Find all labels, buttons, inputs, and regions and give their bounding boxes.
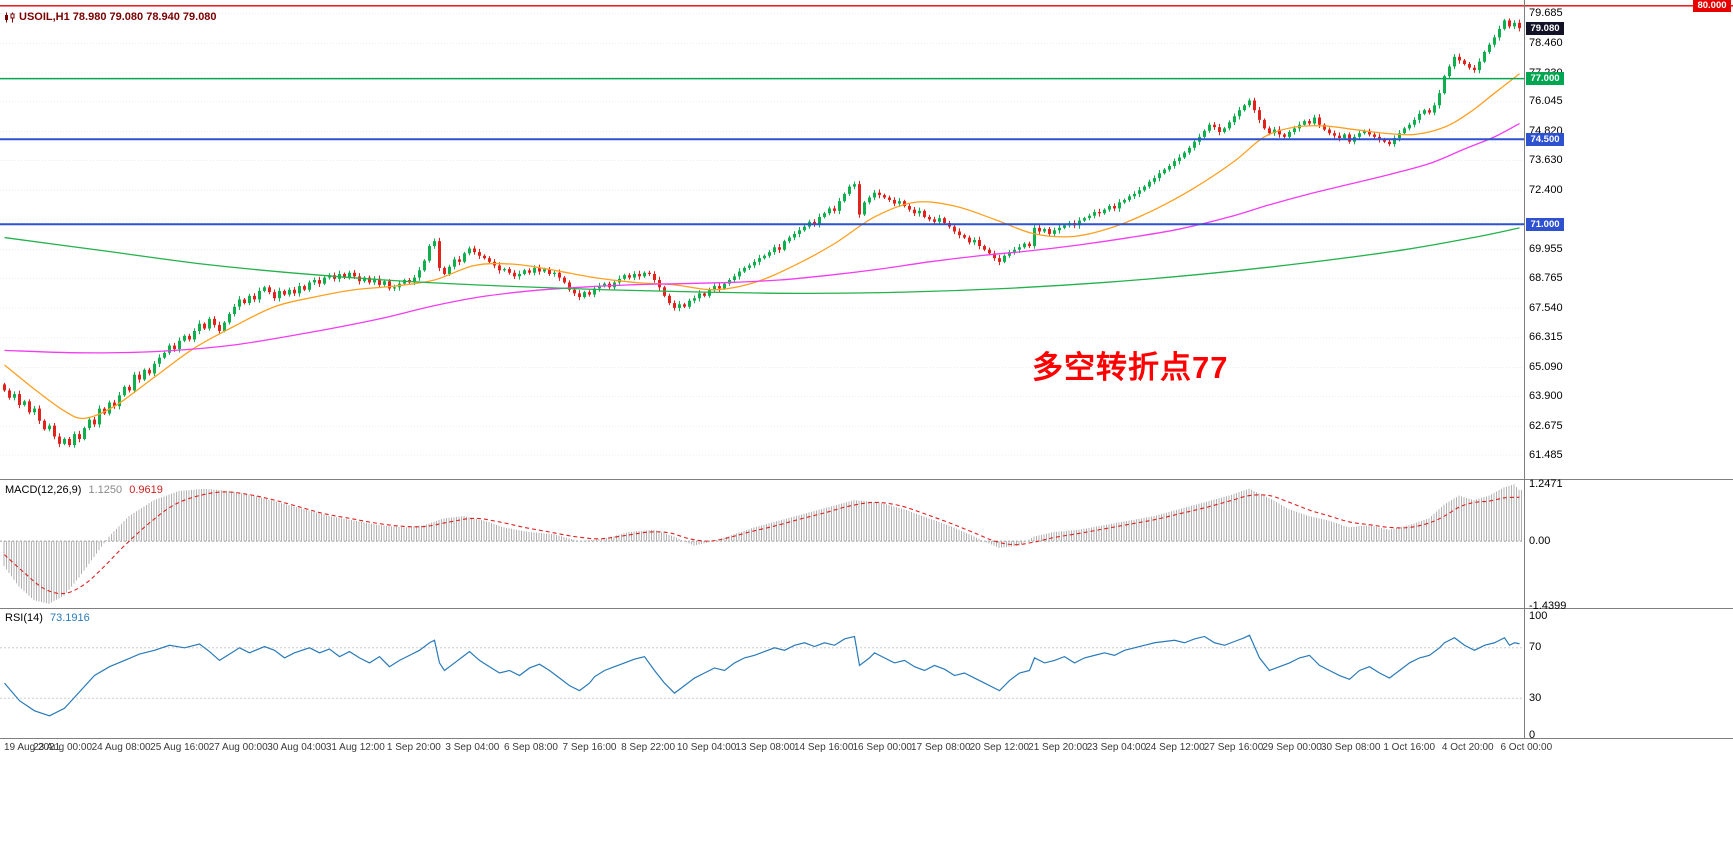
time-axis-label: 27 Aug 00:00 bbox=[208, 742, 268, 753]
price-tick-label: 63.900 bbox=[1529, 389, 1563, 402]
time-axis-label: 23 Sep 04:00 bbox=[1086, 742, 1147, 753]
candles-layer bbox=[3, 18, 1521, 448]
price-tick-label: 72.400 bbox=[1529, 183, 1563, 196]
time-axis-label: 13 Sep 08:00 bbox=[735, 742, 795, 753]
time-axis-label: 31 Aug 12:00 bbox=[325, 742, 385, 753]
ma-mid-line bbox=[4, 122, 1520, 354]
time-axis-label: 16 Sep 00:00 bbox=[852, 742, 913, 753]
time-axis-label: 30 Sep 08:00 bbox=[1320, 742, 1381, 753]
time-axis-label: 20 Sep 12:00 bbox=[969, 742, 1030, 753]
macd-tick-label: -1.4399 bbox=[1529, 600, 1567, 613]
time-axis-label: 7 Sep 16:00 bbox=[562, 742, 617, 753]
rsi-label: RSI(14) 73.1916 bbox=[5, 612, 90, 624]
price-tick-label: 66.315 bbox=[1529, 331, 1563, 344]
price-tick-label: 74.820 bbox=[1529, 125, 1563, 138]
price-tick-label: 65.090 bbox=[1529, 361, 1563, 374]
macd-label: MACD(12,26,9) 1.1250 0.9619 bbox=[5, 484, 163, 496]
time-axis-label: 17 Sep 08:00 bbox=[911, 742, 971, 753]
rsi-line bbox=[0, 634, 1524, 717]
macd-tick-label: 1.2471 bbox=[1529, 477, 1563, 490]
time-axis-label: 24 Sep 12:00 bbox=[1145, 742, 1205, 753]
hline-price-badge: 74.500 bbox=[1526, 132, 1564, 146]
price-tick-label: 78.460 bbox=[1529, 36, 1563, 49]
time-axis-label: 21 Sep 20:00 bbox=[1028, 742, 1088, 753]
hline-price-badge: 80.000 bbox=[1693, 0, 1731, 13]
rsi-tick-label: 0 bbox=[1529, 729, 1536, 741]
ma-slow-line bbox=[4, 227, 1520, 295]
time-axis-label: 8 Sep 22:00 bbox=[621, 742, 676, 753]
price-tick-label: 68.765 bbox=[1529, 271, 1563, 284]
macd-tick-label: 0.00 bbox=[1529, 534, 1551, 547]
time-axis-label: 1 Oct 16:00 bbox=[1383, 742, 1436, 753]
time-axis-label: 24 Aug 08:00 bbox=[91, 742, 151, 753]
time-axis-label: 3 Sep 04:00 bbox=[445, 742, 500, 753]
time-axis-label: 25 Aug 16:00 bbox=[150, 742, 210, 753]
panel-frames bbox=[0, 0, 1733, 739]
candlestick-icon[interactable] bbox=[4, 12, 15, 23]
time-axis-label: 27 Sep 16:00 bbox=[1203, 742, 1264, 753]
rsi-tick-label: 30 bbox=[1529, 691, 1542, 704]
current-price-badge: 79.080 bbox=[1526, 21, 1564, 35]
price-tick-label: 61.485 bbox=[1529, 448, 1563, 461]
price-tick-label: 67.540 bbox=[1529, 301, 1563, 314]
price-tick-label: 73.630 bbox=[1529, 153, 1563, 166]
rsi-name: RSI(14) bbox=[5, 612, 43, 624]
macd-signal-line bbox=[4, 491, 1520, 595]
hline-price-badge: 71.000 bbox=[1526, 217, 1564, 231]
chart-canvas[interactable] bbox=[0, 0, 1733, 762]
time-axis-label: 29 Sep 00:00 bbox=[1262, 742, 1322, 753]
time-axis-label: 14 Sep 16:00 bbox=[793, 742, 854, 753]
symbol-info: USOIL,H1 78.980 79.080 78.940 79.080 bbox=[4, 11, 217, 23]
time-axis-label: 19 Aug 2021 bbox=[4, 742, 61, 753]
ma-fast-line bbox=[4, 73, 1520, 420]
macd-name: MACD(12,26,9) bbox=[5, 484, 82, 496]
price-tick-label: 69.955 bbox=[1529, 243, 1563, 256]
macd-histogram bbox=[0, 484, 1524, 604]
rsi-tick-label: 70 bbox=[1529, 641, 1542, 654]
price-tick-label: 79.685 bbox=[1529, 6, 1563, 19]
time-axis-label: 6 Oct 00:00 bbox=[1500, 742, 1553, 753]
time-axis-label: 4 Oct 20:00 bbox=[1441, 742, 1494, 753]
time-axis-label: 23 Aug 00:00 bbox=[33, 742, 93, 753]
time-axis-label: 10 Sep 04:00 bbox=[676, 742, 737, 753]
symbol-ohlc-text: USOIL,H1 78.980 79.080 78.940 79.080 bbox=[19, 11, 217, 23]
price-tick-label: 62.675 bbox=[1529, 419, 1563, 432]
macd-signal-value: 0.9619 bbox=[129, 484, 163, 496]
price-tick-label: 76.045 bbox=[1529, 95, 1563, 108]
price-gridlines bbox=[0, 12, 1524, 456]
time-axis-label: 30 Aug 04:00 bbox=[267, 742, 327, 753]
horizontal-lines bbox=[0, 5, 1733, 226]
chart-annotation: 多空转折点77 bbox=[1032, 350, 1229, 385]
rsi-value: 73.1916 bbox=[49, 612, 90, 624]
macd-main-value: 1.1250 bbox=[88, 484, 123, 496]
hline-price-badge: 77.000 bbox=[1526, 72, 1564, 86]
rsi-tick-label: 100 bbox=[1529, 610, 1548, 622]
time-axis-label: 1 Sep 20:00 bbox=[386, 742, 441, 753]
time-axis-label: 6 Sep 08:00 bbox=[503, 742, 558, 753]
